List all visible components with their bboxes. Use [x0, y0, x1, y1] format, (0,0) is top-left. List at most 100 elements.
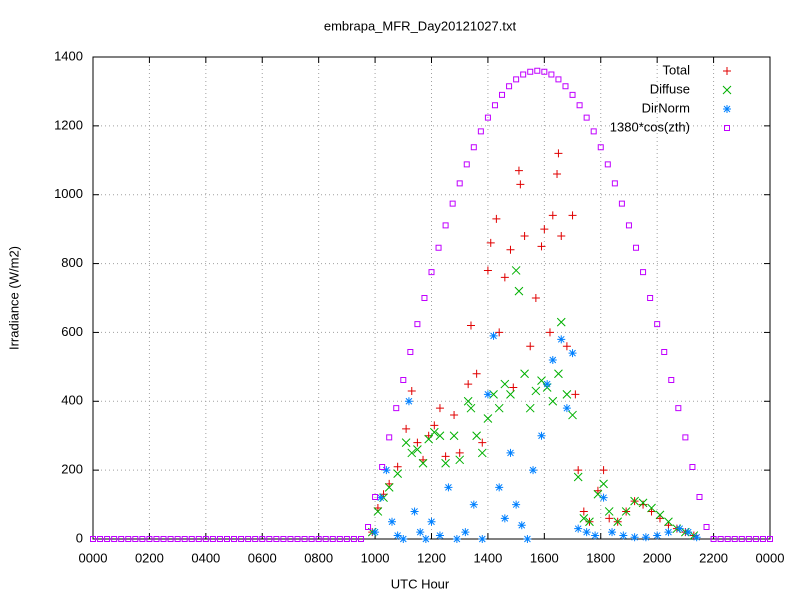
- point: [557, 232, 566, 241]
- point: [569, 91, 576, 98]
- point: [382, 466, 391, 475]
- point: [483, 266, 492, 275]
- point: [489, 331, 498, 340]
- point: [463, 396, 473, 406]
- point: [376, 493, 385, 502]
- x-tick-label: 1400: [473, 550, 502, 565]
- point: [442, 222, 449, 229]
- point: [562, 404, 571, 413]
- point: [452, 535, 461, 543]
- point: [520, 71, 527, 78]
- point: [429, 427, 439, 437]
- point: [573, 472, 583, 482]
- point: [541, 68, 548, 75]
- point: [513, 76, 520, 83]
- point: [548, 71, 555, 78]
- point: [633, 244, 640, 251]
- point: [621, 507, 631, 516]
- point: [531, 386, 541, 396]
- point: [388, 517, 397, 526]
- point: [574, 524, 583, 533]
- point: [373, 504, 382, 513]
- point: [661, 349, 668, 356]
- point: [608, 528, 617, 537]
- point: [238, 536, 245, 542]
- point: [675, 524, 684, 533]
- point: [583, 114, 590, 121]
- point: [483, 390, 492, 399]
- point: [464, 380, 473, 389]
- point: [413, 445, 422, 454]
- point: [413, 438, 422, 447]
- point: [494, 403, 504, 413]
- point: [435, 431, 445, 441]
- point: [125, 536, 132, 542]
- point: [407, 448, 417, 458]
- point: [613, 517, 623, 527]
- point: [393, 462, 402, 471]
- point: [407, 349, 414, 356]
- point: [689, 464, 696, 471]
- point: [469, 500, 478, 509]
- point: [322, 536, 329, 542]
- point: [273, 536, 280, 542]
- point: [472, 369, 481, 378]
- point: [639, 500, 648, 509]
- point: [506, 245, 515, 254]
- point: [604, 507, 614, 516]
- point: [696, 493, 703, 500]
- point: [655, 514, 664, 523]
- point: [543, 380, 552, 389]
- point: [477, 128, 484, 135]
- point: [478, 535, 487, 543]
- point: [738, 536, 745, 542]
- point: [400, 376, 407, 383]
- point: [537, 242, 546, 251]
- point: [568, 410, 577, 420]
- x-tick-label: 0200: [135, 550, 164, 565]
- point: [410, 507, 419, 516]
- point: [599, 493, 608, 502]
- point: [266, 536, 273, 542]
- point: [664, 528, 673, 537]
- point: [478, 438, 487, 447]
- point: [500, 273, 509, 282]
- point: [294, 536, 301, 542]
- point: [407, 386, 416, 395]
- point: [562, 390, 572, 399]
- point: [618, 200, 625, 207]
- point: [419, 455, 428, 464]
- point: [421, 535, 430, 543]
- point: [384, 483, 394, 492]
- point: [315, 536, 322, 542]
- point: [259, 536, 266, 542]
- point: [399, 535, 408, 543]
- y-tick-label: 1200: [54, 117, 83, 132]
- point: [599, 466, 608, 475]
- point: [527, 68, 534, 75]
- point: [393, 531, 402, 540]
- legend-label: DirNorm: [642, 100, 690, 115]
- x-tick-label: 0800: [304, 550, 333, 565]
- point: [517, 521, 526, 530]
- point: [717, 536, 724, 542]
- point: [638, 498, 648, 508]
- x-tick-label: 2200: [699, 550, 728, 565]
- point: [545, 328, 554, 337]
- point: [287, 536, 294, 542]
- point: [529, 466, 538, 475]
- point: [449, 200, 456, 207]
- point: [329, 536, 336, 542]
- y-tick-label: 800: [61, 255, 83, 270]
- point: [174, 536, 181, 542]
- point: [516, 180, 525, 189]
- legend-label: Total: [663, 62, 691, 77]
- point: [590, 128, 597, 135]
- point: [520, 369, 529, 379]
- point: [209, 536, 216, 542]
- point: [181, 536, 188, 542]
- point: [526, 342, 535, 351]
- point: [568, 349, 577, 358]
- point: [500, 379, 510, 389]
- point: [441, 452, 450, 461]
